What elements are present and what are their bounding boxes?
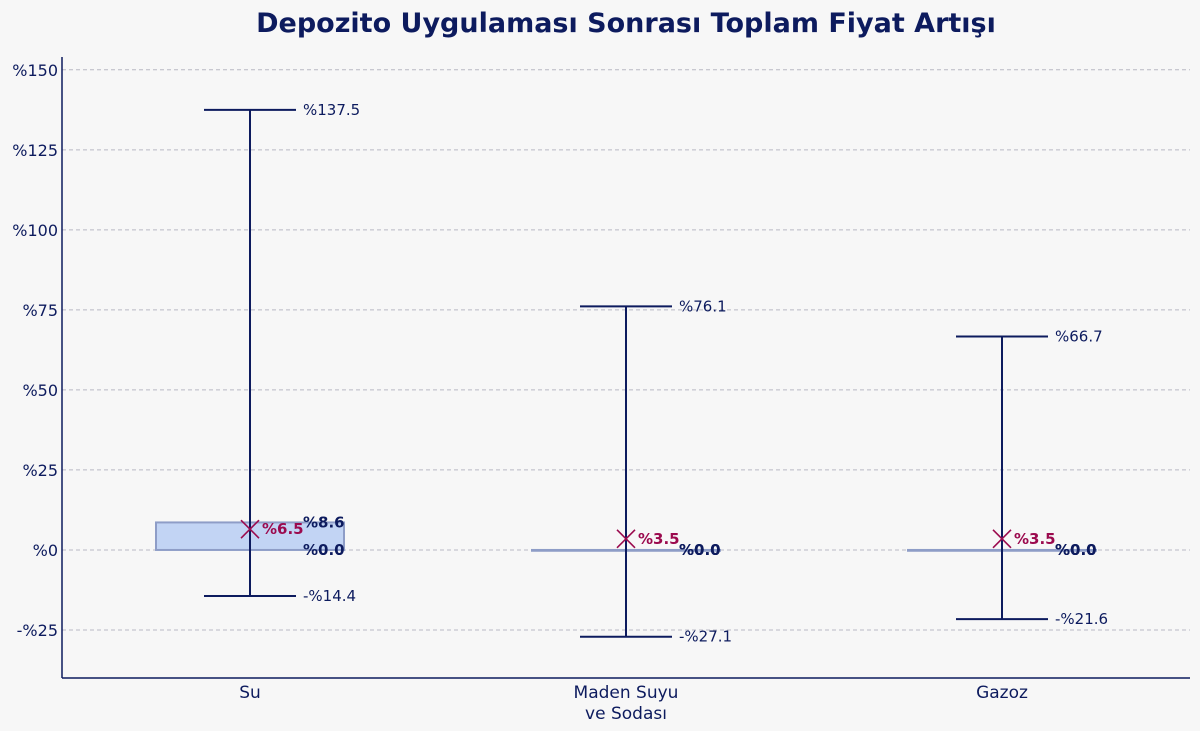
y-tick-label: %0 [33, 541, 58, 560]
y-tick-label: %75 [22, 301, 58, 320]
y-tick-label: %100 [12, 221, 58, 240]
mean-marker-stroke [616, 529, 636, 549]
box-series: %137.5 -%14.4 %8.6 %0.0 %6.5 %76.1 -%27.1 %0.0%… [155, 101, 1108, 646]
y-axis-ticks: -%25 %0 %25 %50 %75 %100 %125 %150 [12, 61, 58, 640]
y-tick-label: -%25 [17, 621, 58, 640]
q3-label: %0.0 [679, 541, 721, 559]
min-label: -%14.4 [303, 587, 356, 605]
max-label: %76.1 [679, 297, 727, 315]
mean-marker-stroke [992, 529, 1012, 549]
q1-label: %0.0 [1055, 541, 1097, 559]
x-tick-label: Su [239, 683, 261, 703]
q1-label: %0.0 [679, 541, 721, 559]
q3-label: %0.0 [1055, 541, 1097, 559]
box-group: %66.7-%21.6%0.0%0.0%3.5 [907, 327, 1108, 628]
mean-label: %3.5 [638, 530, 680, 548]
y-tick-label: %25 [22, 461, 58, 480]
y-tick-label: %50 [22, 381, 58, 400]
y-tick-label: %150 [12, 61, 58, 80]
q1-label: %0.0 [303, 541, 345, 559]
min-label: -%27.1 [679, 628, 732, 646]
mean-label: %3.5 [1014, 530, 1056, 548]
y-tick-label: %125 [12, 141, 58, 160]
box-group: %137.5 -%14.4 %8.6 %0.0 %6.5 [155, 101, 360, 605]
mean-label: %6.5 [262, 520, 304, 538]
x-tick-label: ve Sodası [585, 704, 667, 724]
max-label: %137.5 [303, 101, 360, 119]
max-label: %66.7 [1055, 327, 1103, 345]
x-tick-label: Gazoz [976, 683, 1028, 703]
q3-label: %8.6 [303, 513, 345, 531]
box-group: %76.1-%27.1%0.0%0.0%3.5 [531, 297, 732, 646]
min-label: -%21.6 [1055, 610, 1108, 628]
x-tick-label: Maden Suyu [574, 683, 679, 703]
chart-title: Depozito Uygulaması Sonrası Toplam Fiyat… [256, 8, 996, 39]
mean-marker-stroke [240, 519, 260, 539]
